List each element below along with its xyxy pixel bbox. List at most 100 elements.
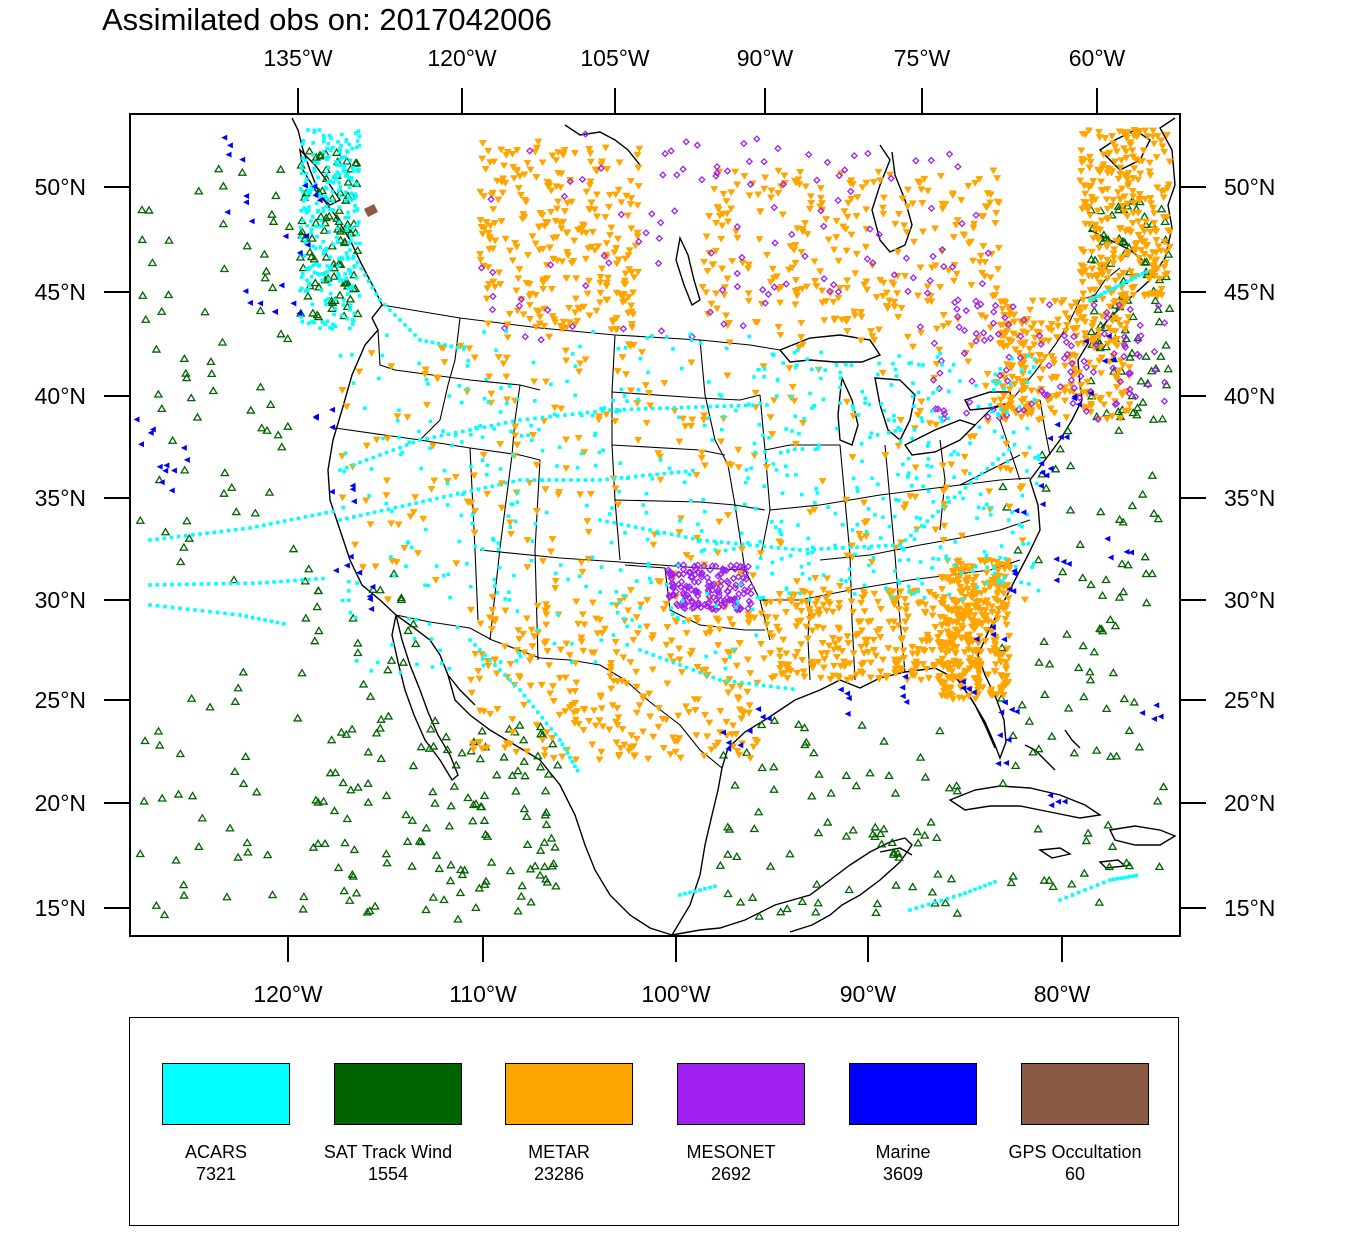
sat-track-wind-marker (179, 465, 190, 474)
acars-marker (669, 606, 673, 610)
metar-marker (889, 625, 898, 633)
metar-marker (852, 250, 861, 258)
acars-marker (323, 298, 328, 303)
metar-marker (1148, 249, 1158, 257)
sat-track-wind-marker (1139, 211, 1150, 220)
acars-marker (738, 582, 743, 587)
acars-marker (327, 230, 331, 234)
acars-marker (916, 390, 921, 395)
acars-marker (314, 201, 319, 206)
acars-marker (612, 521, 617, 525)
metar-marker (482, 295, 491, 303)
marine-marker (1157, 713, 1164, 720)
metar-marker (762, 251, 772, 259)
metar-marker (818, 287, 827, 295)
sat-track-wind-marker (511, 786, 521, 795)
sat-track-wind-marker (383, 711, 394, 720)
acars-marker (339, 132, 344, 137)
metar-marker (894, 622, 903, 630)
acars-marker (989, 506, 994, 510)
marine-marker (162, 467, 169, 474)
acars-marker (215, 610, 220, 615)
mesonet-marker (667, 147, 675, 155)
acars-marker (352, 209, 357, 213)
metar-marker (481, 166, 490, 173)
acars-marker (903, 538, 908, 543)
metar-marker (874, 168, 883, 176)
sat-track-wind-marker (1147, 470, 1158, 479)
metar-marker (857, 599, 866, 607)
metar-marker (774, 189, 783, 197)
acars-marker (958, 490, 962, 495)
legend-swatch (677, 1063, 805, 1125)
acars-marker (423, 527, 428, 532)
sat-track-wind-marker (371, 728, 382, 737)
metar-marker (917, 329, 926, 337)
acars-marker (305, 177, 309, 182)
acars-marker (714, 604, 718, 608)
metar-marker (967, 342, 976, 350)
metar-marker (488, 606, 497, 614)
acars-marker (351, 322, 355, 326)
metar-marker (1150, 210, 1159, 218)
sat-track-wind-marker (723, 822, 733, 831)
sat-track-wind-marker (799, 723, 810, 732)
sat-track-wind-marker (1108, 668, 1119, 677)
acars-marker (765, 403, 769, 407)
metar-marker (1050, 409, 1059, 417)
metar-marker (722, 312, 731, 320)
sat-track-wind-marker (1141, 257, 1152, 266)
acars-marker (352, 311, 357, 316)
acars-marker (428, 419, 433, 424)
acars-marker (755, 565, 760, 570)
acars-marker (622, 394, 627, 398)
acars-marker (311, 153, 316, 157)
acars-marker (407, 617, 411, 621)
metar-marker (895, 606, 904, 614)
acars-marker (900, 546, 905, 551)
acars-marker (299, 171, 304, 176)
sat-track-wind-marker (381, 849, 392, 858)
metar-marker (719, 190, 728, 198)
sat-track-wind-marker (935, 726, 945, 735)
metar-marker (955, 605, 964, 613)
sat-track-wind-marker (871, 907, 881, 917)
metar-marker (727, 189, 736, 197)
acars-marker (359, 266, 364, 271)
mesonet-marker (488, 268, 497, 277)
acars-marker (300, 142, 305, 146)
metar-marker (513, 147, 522, 154)
sat-track-wind-marker (259, 249, 270, 258)
sat-track-wind-marker (336, 727, 347, 736)
acars-marker (338, 518, 342, 522)
acars-marker (378, 453, 382, 457)
marine-marker (903, 699, 910, 706)
acars-marker (418, 438, 422, 442)
acars-marker (893, 367, 898, 372)
metar-marker (559, 318, 568, 326)
sat-track-wind-marker (330, 768, 341, 777)
acars-marker (388, 308, 392, 312)
metar-marker (632, 735, 641, 743)
metar-marker (777, 671, 786, 679)
metar-marker (1109, 260, 1118, 268)
metar-marker (556, 322, 565, 330)
sat-track-wind-marker (231, 507, 242, 516)
acars-marker (565, 379, 569, 384)
acars-marker (970, 569, 975, 574)
acars-marker (670, 612, 675, 617)
metar-marker (775, 598, 784, 606)
acars-marker (635, 579, 639, 583)
metar-marker (987, 628, 996, 636)
acars-marker (946, 389, 951, 394)
metar-marker (687, 359, 696, 367)
metar-marker (930, 664, 939, 672)
metar-marker (731, 228, 741, 236)
acars-marker (931, 500, 936, 504)
sat-track-wind-marker (238, 667, 249, 676)
metar-marker (893, 290, 902, 298)
acars-marker (340, 278, 345, 283)
acars-marker (1010, 530, 1015, 535)
acars-marker (307, 577, 311, 582)
acars-marker (689, 338, 694, 342)
